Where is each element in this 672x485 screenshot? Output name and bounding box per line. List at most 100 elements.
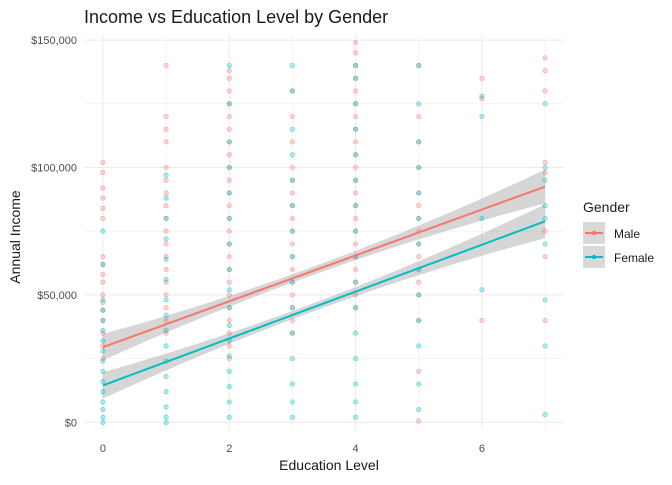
data-point-female bbox=[353, 305, 359, 311]
data-point-female bbox=[163, 373, 169, 380]
data-point-female bbox=[226, 384, 232, 390]
data-point-male bbox=[226, 279, 232, 285]
data-point-male bbox=[416, 254, 422, 260]
data-point-male bbox=[163, 266, 169, 273]
data-point-female bbox=[289, 305, 295, 311]
data-point-female bbox=[353, 203, 359, 209]
data-point-male bbox=[163, 330, 169, 336]
data-point-male bbox=[289, 292, 295, 298]
data-point-male bbox=[163, 126, 169, 132]
x-tick-label: 4 bbox=[353, 443, 359, 455]
data-point-female bbox=[226, 414, 232, 420]
data-point-male bbox=[542, 55, 548, 61]
data-point-male bbox=[163, 292, 169, 298]
data-point-male bbox=[100, 185, 106, 191]
data-point-female bbox=[416, 164, 422, 171]
data-point-male bbox=[542, 228, 548, 234]
data-point-male bbox=[100, 330, 106, 336]
data-point-female bbox=[416, 407, 422, 413]
data-point-female bbox=[163, 277, 169, 283]
data-point-female bbox=[542, 101, 548, 107]
data-point-male bbox=[100, 215, 106, 222]
data-point-female bbox=[226, 63, 232, 69]
data-point-female bbox=[353, 356, 359, 362]
data-point-female bbox=[289, 126, 295, 132]
data-point-female bbox=[416, 190, 422, 196]
data-point-female bbox=[289, 88, 295, 94]
data-point-female bbox=[226, 305, 232, 311]
data-point-male bbox=[100, 170, 106, 176]
data-point-female bbox=[163, 419, 169, 425]
data-point-female bbox=[289, 399, 295, 405]
data-point-female bbox=[542, 164, 548, 171]
data-point-female bbox=[163, 256, 169, 262]
y-tick-label: $100,000 bbox=[31, 163, 77, 175]
data-point-female bbox=[100, 399, 106, 405]
data-point-female bbox=[100, 358, 106, 364]
data-point-female bbox=[289, 381, 295, 387]
confidence-band-male bbox=[102, 169, 546, 361]
x-axis-ticks: 0 2 4 6 bbox=[100, 443, 485, 455]
data-point-female bbox=[289, 330, 295, 336]
y-tick-label: $150,000 bbox=[31, 35, 77, 47]
data-point-male bbox=[163, 279, 169, 285]
data-point-female bbox=[416, 381, 422, 387]
data-point-female bbox=[289, 177, 295, 183]
trend-line-male bbox=[102, 185, 546, 349]
data-point-male bbox=[416, 368, 422, 374]
data-point-male bbox=[226, 317, 232, 323]
data-point-female bbox=[163, 297, 169, 303]
data-point-female bbox=[289, 279, 295, 285]
data-point-female bbox=[226, 368, 232, 374]
data-point-female bbox=[416, 317, 422, 323]
x-axis-title: Education Level bbox=[279, 457, 379, 473]
data-point-female bbox=[100, 328, 106, 334]
x-tick-label: 2 bbox=[226, 443, 232, 455]
data-point-male bbox=[226, 203, 232, 209]
data-point-female bbox=[100, 389, 106, 395]
data-point-female bbox=[353, 399, 359, 405]
data-point-male bbox=[163, 139, 169, 145]
data-point-female bbox=[163, 404, 169, 410]
data-point-male bbox=[100, 279, 106, 285]
data-point-female bbox=[163, 215, 169, 222]
data-point-female bbox=[353, 330, 359, 336]
data-point-female bbox=[163, 236, 169, 242]
data-point-female bbox=[416, 139, 422, 145]
data-point-female bbox=[163, 172, 169, 178]
data-point-female bbox=[289, 228, 295, 234]
trend-lines bbox=[102, 185, 546, 387]
data-point-male bbox=[226, 113, 232, 120]
legend: Gender Male Female bbox=[583, 199, 654, 268]
data-point-male bbox=[226, 68, 232, 74]
data-point-female bbox=[226, 241, 232, 247]
data-point-female bbox=[353, 177, 359, 183]
data-point-female bbox=[100, 414, 106, 420]
data-point-female bbox=[289, 63, 295, 69]
data-point-male bbox=[479, 317, 485, 323]
data-point-male bbox=[163, 305, 169, 311]
data-point-male bbox=[416, 279, 422, 285]
data-point-female bbox=[100, 228, 106, 234]
chart-title: Income vs Education Level by Gender bbox=[84, 7, 388, 27]
data-point-male bbox=[542, 68, 548, 74]
data-point-female bbox=[226, 139, 232, 145]
data-point-male bbox=[289, 190, 295, 196]
data-point-female bbox=[542, 412, 548, 418]
data-point-male bbox=[353, 241, 359, 247]
data-point-male bbox=[226, 330, 232, 336]
data-point-male bbox=[542, 317, 548, 323]
data-point-female bbox=[353, 126, 359, 132]
data-point-female bbox=[100, 261, 106, 267]
data-point-female bbox=[100, 297, 106, 303]
data-point-male bbox=[163, 203, 169, 209]
data-point-male bbox=[542, 88, 548, 94]
data-point-male bbox=[226, 254, 232, 260]
data-point-female bbox=[542, 343, 548, 349]
data-point-female bbox=[479, 113, 485, 120]
data-point-male bbox=[416, 418, 422, 424]
data-point-female bbox=[289, 356, 295, 362]
data-point-female bbox=[479, 215, 485, 222]
confidence-bands bbox=[102, 169, 546, 399]
data-point-female bbox=[416, 101, 422, 107]
